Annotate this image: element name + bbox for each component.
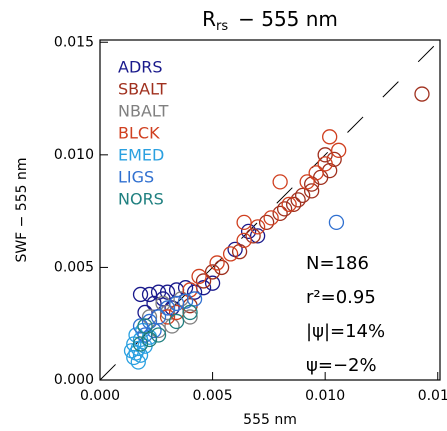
point <box>186 291 203 307</box>
point <box>204 275 221 291</box>
point <box>328 214 345 231</box>
x-tick-label: 0.000 <box>80 388 120 404</box>
point <box>191 268 207 285</box>
point <box>272 174 288 190</box>
point <box>150 309 167 325</box>
point <box>164 318 180 334</box>
point <box>322 129 338 145</box>
point <box>150 327 167 343</box>
point <box>159 309 176 325</box>
point <box>132 318 149 334</box>
point <box>159 300 176 316</box>
stat-annotation: ψ=−2% <box>306 355 377 376</box>
title-main: R <box>202 7 216 31</box>
point <box>195 273 212 289</box>
point <box>304 183 320 199</box>
point <box>290 192 306 208</box>
x-tick-label: 0.015 <box>418 388 447 404</box>
x-tick-label: 0.010 <box>305 388 345 404</box>
point <box>168 313 185 330</box>
x-tick-label: 0.005 <box>193 388 233 404</box>
point <box>132 286 149 303</box>
point <box>276 201 293 217</box>
point <box>164 300 180 316</box>
point <box>317 147 333 163</box>
point <box>414 86 430 102</box>
x-axis-label: 555 nm <box>243 412 297 428</box>
point <box>272 205 288 222</box>
point <box>258 214 275 231</box>
legend-label: LIGS <box>118 168 154 187</box>
point <box>168 295 185 312</box>
legend-label: NBALT <box>118 102 169 121</box>
y-tick-label: 0.010 <box>54 147 94 163</box>
point <box>146 322 162 339</box>
y-tick-label: 0.015 <box>54 34 94 50</box>
point <box>222 246 239 262</box>
legend-label: EMED <box>118 146 164 165</box>
point <box>137 318 153 334</box>
legend-label: SBALT <box>118 80 167 99</box>
one-to-one-line <box>99 39 441 381</box>
title-rest: − 555 nm <box>238 7 338 31</box>
point <box>159 304 176 321</box>
point <box>299 174 315 190</box>
point <box>204 264 221 280</box>
point <box>141 313 158 330</box>
point <box>326 151 342 167</box>
point <box>245 228 261 244</box>
point <box>263 210 279 226</box>
point <box>177 293 194 309</box>
point <box>141 309 158 325</box>
point <box>317 156 333 172</box>
point <box>285 196 302 213</box>
point <box>236 214 252 231</box>
point <box>231 244 248 260</box>
point <box>236 232 252 249</box>
title-sub: rs <box>216 19 228 34</box>
point <box>213 259 230 276</box>
point <box>209 255 225 271</box>
point <box>132 336 149 352</box>
legend-label: BLCK <box>118 124 160 143</box>
point <box>281 196 297 213</box>
chart-title: Rrs − 555 nm <box>202 7 338 34</box>
point <box>331 142 347 158</box>
stat-annotation: |ψ|=14% <box>306 321 385 342</box>
point <box>249 219 266 235</box>
point <box>155 291 171 307</box>
point <box>146 295 162 312</box>
point <box>308 165 324 181</box>
legend-label: NORS <box>118 190 164 209</box>
point <box>249 228 266 244</box>
y-axis-label: SWF − 555 nm <box>14 157 30 262</box>
y-tick-label: 0.005 <box>54 259 94 275</box>
point <box>182 304 198 321</box>
point <box>130 354 146 370</box>
y-tick-label: 0.000 <box>54 372 94 388</box>
point <box>240 223 257 240</box>
stat-annotation: N=186 <box>306 253 369 274</box>
point <box>294 187 311 204</box>
point <box>182 282 198 298</box>
point <box>132 347 149 363</box>
plot-frame <box>99 39 441 381</box>
point <box>182 309 198 325</box>
stat-annotation: r²=0.95 <box>306 287 376 308</box>
legend-label: ADRS <box>118 58 163 77</box>
point <box>141 331 158 348</box>
point <box>141 286 158 303</box>
